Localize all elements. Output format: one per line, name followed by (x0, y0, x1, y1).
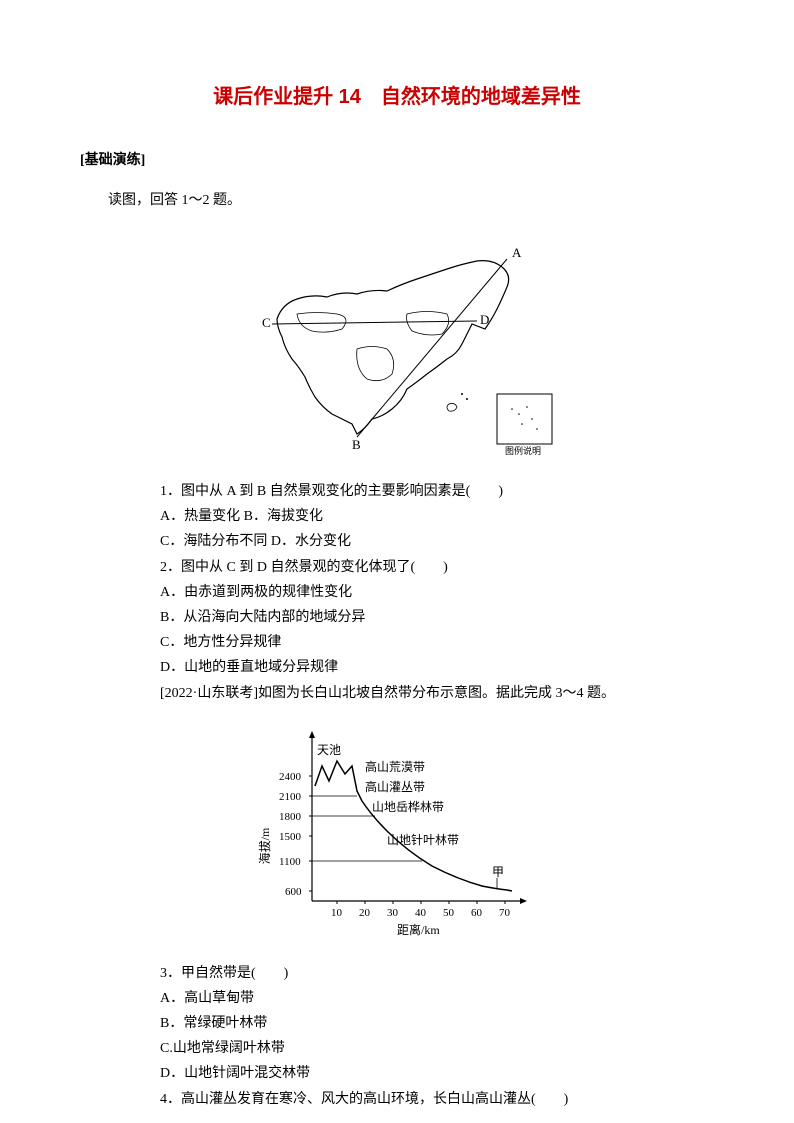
xtick-60: 60 (471, 907, 483, 919)
ytick-1100: 1100 (279, 856, 301, 868)
zone-1: 高山荒漠带 (365, 759, 425, 774)
instruction-2: [2022·山东联考]如图为长白山北坡自然带分布示意图。据此完成 3～4 题。 (160, 681, 674, 706)
q2-opt-d: D．山地的垂直地域分异规律 (160, 655, 674, 680)
q1-opt-d: D．水分变化 (271, 534, 351, 549)
q2-opt-a: A．由赤道到两极的规律性变化 (160, 580, 674, 605)
xtick-10: 10 (331, 907, 343, 919)
xtick-40: 40 (415, 907, 427, 919)
xtick-70: 70 (499, 907, 511, 919)
island-dot (461, 393, 463, 395)
section-label: [基础演练] (80, 149, 714, 169)
q1-opt-a: A．热量变化 (160, 509, 240, 524)
x-arrow (520, 898, 527, 904)
q1-options-cd: C．海陆分布不同 D．水分变化 (160, 529, 674, 554)
question-2: 2．图中从 C 到 D 自然景观的变化体现了( ) (160, 555, 674, 580)
q1-opt-c: C．海陆分布不同 (160, 534, 267, 549)
ytick-2400: 2400 (279, 771, 302, 783)
region-1 (297, 313, 346, 333)
page-title: 课后作业提升 14 自然环境的地域差异性 (80, 80, 714, 109)
point-jia: 甲 (492, 865, 504, 879)
q3-opt-a: A．高山草甸带 (160, 986, 674, 1011)
taiwan (447, 403, 457, 411)
island-dot (466, 398, 468, 400)
question-4: 4．高山灌丛发育在寒冷、风大的高山环境，长白山高山灌丛( ) (160, 1087, 674, 1112)
questions-3-4: 3．甲自然带是( ) A．高山草甸带 B．常绿硬叶林带 C.山地常绿阔叶林带 D… (160, 961, 674, 1112)
elevation-chart-figure: 600 1100 1500 1800 2100 2400 10 20 30 40… (80, 716, 714, 951)
region-3 (407, 312, 449, 336)
inset-label: 图例说明 (505, 445, 541, 456)
china-map-svg: A B C D 图例说明 (227, 219, 567, 459)
ytick-600: 600 (285, 886, 302, 898)
label-a: A (512, 245, 522, 260)
zone-3: 山地岳桦林带 (372, 799, 444, 814)
xtick-50: 50 (443, 907, 455, 919)
questions-1-2: 1．图中从 A 到 B 自然景观变化的主要影响因素是( ) A．热量变化 B．海… (160, 479, 674, 706)
elevation-chart-svg: 600 1100 1500 1800 2100 2400 10 20 30 40… (257, 716, 537, 946)
ytick-1800: 1800 (279, 811, 302, 823)
q1-options-ab: A．热量变化 B．海拔变化 (160, 504, 674, 529)
instruction-1: 读图，回答 1～2 题。 (80, 189, 714, 209)
label-b: B (352, 437, 361, 452)
xtick-20: 20 (359, 907, 371, 919)
y-arrow (309, 731, 315, 738)
q3-opt-d: D．山地针阔叶混交林带 (160, 1061, 674, 1086)
q3-opt-b: B．常绿硬叶林带 (160, 1011, 674, 1036)
q2-opt-c: C．地方性分异规律 (160, 630, 674, 655)
china-outline (277, 261, 509, 434)
zone-4: 山地针叶林带 (387, 832, 459, 847)
ytick-2100: 2100 (279, 791, 302, 803)
q1-opt-b: B．海拔变化 (244, 509, 323, 524)
china-map-figure: A B C D 图例说明 (80, 219, 714, 464)
zone-2: 高山灌丛带 (365, 779, 425, 794)
q2-opt-b: B．从沿海向大陆内部的地域分异 (160, 605, 674, 630)
x-label: 距离/km (397, 922, 440, 937)
region-2 (357, 347, 394, 381)
y-label: 海拔/m (257, 827, 272, 864)
line-ab (357, 259, 507, 437)
question-1: 1．图中从 A 到 B 自然景观变化的主要影响因素是( ) (160, 479, 674, 504)
inset-box (497, 394, 552, 444)
ytick-1500: 1500 (279, 831, 302, 843)
xtick-30: 30 (387, 907, 399, 919)
question-3: 3．甲自然带是( ) (160, 961, 674, 986)
line-cd (272, 321, 477, 324)
label-d: D (480, 312, 489, 327)
top-label: 天池 (317, 743, 341, 757)
q3-opt-c: C.山地常绿阔叶林带 (160, 1036, 674, 1061)
label-c: C (262, 315, 271, 330)
